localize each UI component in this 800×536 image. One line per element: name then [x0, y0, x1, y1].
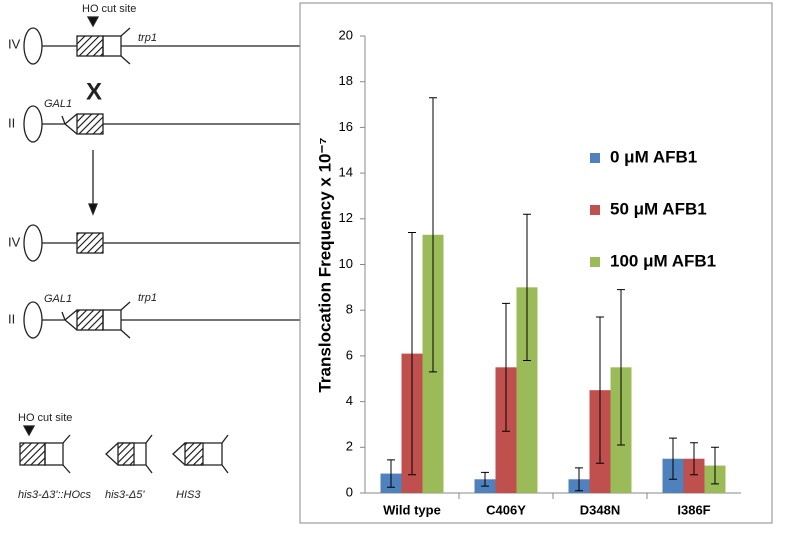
- arrowhead: [88, 203, 98, 216]
- label: HO cut site: [82, 3, 136, 15]
- label: GAL1: [44, 293, 72, 305]
- legend-label: 100 μM AFB1: [610, 251, 716, 270]
- chromosome: [42, 113, 78, 135]
- error-bar: [481, 471, 489, 487]
- bar: [516, 287, 538, 493]
- error-bar: [669, 437, 677, 480]
- label: GAL1: [44, 98, 72, 110]
- flare: [62, 434, 71, 474]
- label: trp1: [138, 292, 157, 304]
- label: his3-Δ5': [105, 489, 145, 501]
- bar: [683, 458, 705, 493]
- error-bar: [387, 459, 395, 488]
- box: [102, 35, 122, 57]
- legend-swatch: [590, 205, 600, 215]
- cut-marker: [86, 16, 100, 28]
- y-tick-label: 6: [346, 347, 353, 362]
- centromere: [23, 27, 43, 65]
- cross: X: [86, 78, 102, 105]
- hatched-box: [184, 442, 204, 466]
- y-tick-label: 0: [346, 484, 353, 499]
- label: trp1: [138, 32, 157, 44]
- error-bar: [502, 302, 510, 432]
- cut-marker: [22, 425, 36, 437]
- x-tick-label: I386F: [677, 502, 710, 517]
- hatched-box: [76, 35, 104, 57]
- chart-frame: [299, 2, 773, 524]
- legend-swatch: [590, 153, 600, 163]
- label: his3-Δ3'::HOcs: [18, 489, 92, 501]
- y-tick-label: 16: [339, 119, 353, 134]
- chromosome: [120, 27, 300, 65]
- x-tick-label: D348N: [580, 502, 620, 517]
- centromere: [23, 224, 43, 262]
- error-bar: [408, 232, 416, 476]
- hatched-box: [76, 232, 104, 254]
- hatched-box: [76, 113, 104, 135]
- y-tick-label: 2: [346, 439, 353, 454]
- error-bar: [575, 467, 583, 492]
- error-bar: [711, 446, 719, 485]
- y-tick-label: 12: [339, 210, 353, 225]
- y-tick-label: 14: [339, 165, 353, 180]
- chromosome: [42, 309, 78, 331]
- hatched-box: [76, 309, 104, 331]
- x-tick-label: C406Y: [486, 502, 526, 517]
- error-bar: [596, 316, 604, 464]
- error-bar: [690, 442, 698, 476]
- chromosome: [120, 301, 300, 339]
- y-tick-label: 18: [339, 73, 353, 88]
- outline: [172, 434, 229, 474]
- label: II: [8, 311, 15, 326]
- label: II: [8, 115, 15, 130]
- box: [44, 442, 64, 466]
- label: HIS3: [176, 489, 201, 501]
- diagram: HO cut site IV trp1 X II GAL1 IV II GAL1…: [8, 3, 300, 501]
- x-tick-label: Wild type: [383, 502, 441, 517]
- centromere: [23, 301, 43, 339]
- box: [102, 309, 122, 331]
- label: HO cut site: [18, 412, 72, 424]
- legend-label: 50 μM AFB1: [610, 199, 707, 218]
- hatched-box: [19, 442, 46, 466]
- y-tick-label: 10: [339, 256, 353, 271]
- centromere: [23, 105, 43, 143]
- label: IV: [8, 36, 21, 51]
- label: IV: [8, 234, 21, 249]
- hatched-box: [117, 442, 135, 466]
- y-axis-label: Translocation Frequency x 10⁻⁷: [315, 137, 334, 392]
- error-bar: [617, 289, 625, 446]
- legend-swatch: [590, 257, 600, 267]
- error-bar: [429, 97, 437, 373]
- y-tick-label: 20: [339, 27, 353, 42]
- y-tick-label: 8: [346, 302, 353, 317]
- y-tick-label: 4: [346, 393, 353, 408]
- legend-label: 0 μM AFB1: [610, 147, 697, 166]
- error-bar: [523, 213, 531, 361]
- outline: [105, 434, 153, 474]
